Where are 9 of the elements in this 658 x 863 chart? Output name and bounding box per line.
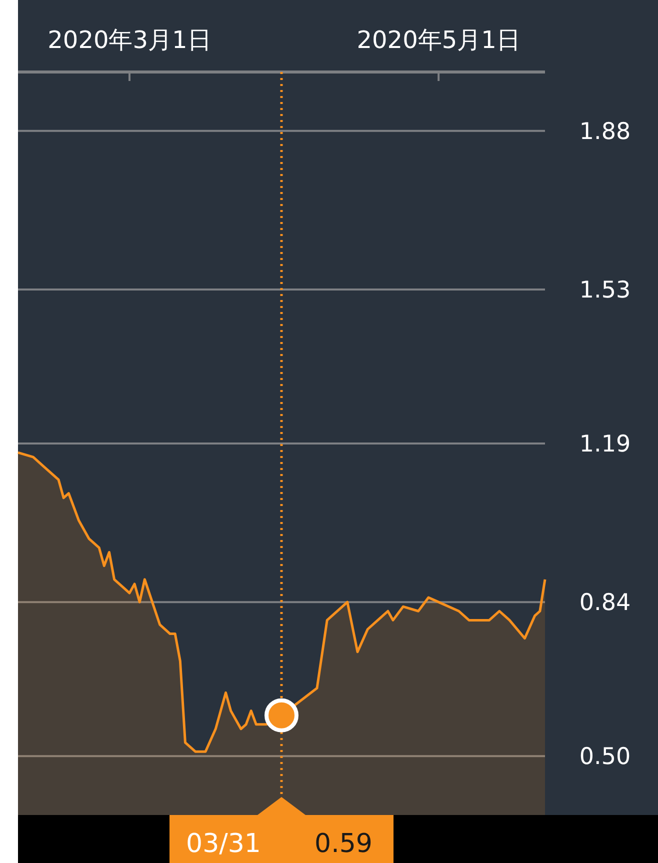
x-tick-label: 2020年3月1日 — [48, 26, 212, 54]
y-tick-label: 0.50 — [579, 744, 631, 770]
y-tick-label: 1.88 — [579, 118, 631, 145]
text: 0.59 — [314, 829, 372, 859]
y-tick-label: 1.19 — [579, 432, 631, 458]
x-tick-label: 2020年5月1日 — [356, 26, 520, 54]
y-tick-label: 1.53 — [579, 277, 631, 304]
ref-line-label: 03/31 — [186, 829, 261, 859]
y-tick-label: 0.84 — [579, 590, 631, 616]
